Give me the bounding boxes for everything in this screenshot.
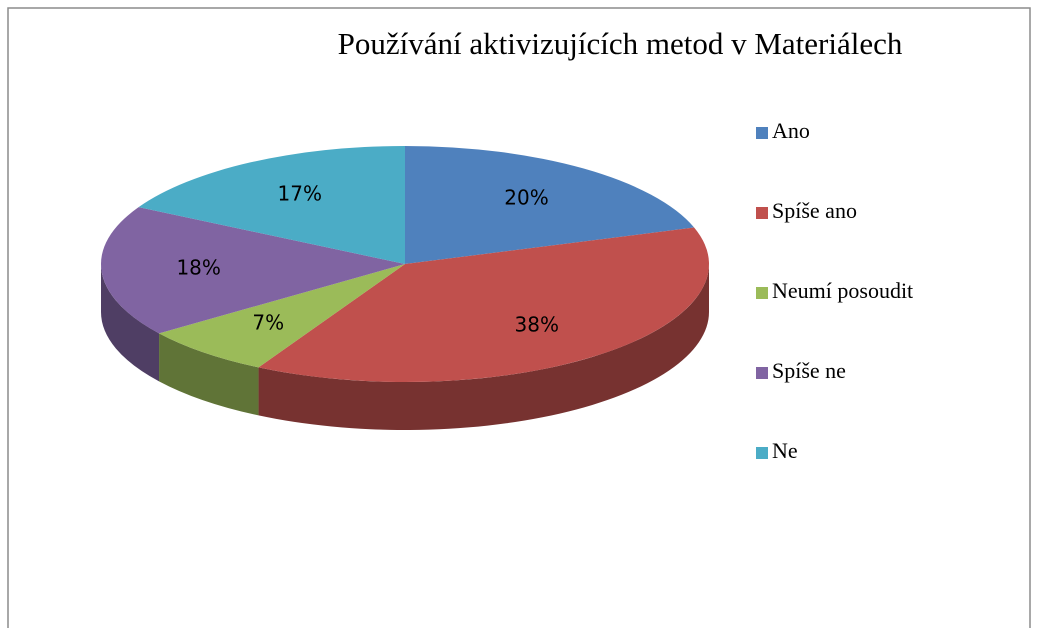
slice-side	[258, 264, 709, 430]
data-label: 18%	[176, 256, 220, 280]
data-label: 7%	[252, 311, 284, 335]
legend-label: Ne	[772, 438, 798, 463]
slice	[138, 146, 405, 264]
legend-swatch	[756, 287, 768, 299]
data-label: 17%	[278, 181, 322, 205]
slice-side	[159, 333, 259, 416]
data-label: 38%	[515, 312, 559, 336]
legend-swatch	[756, 367, 768, 379]
chart-title: Používání aktivizujících metod v Materiá…	[338, 26, 903, 61]
slice	[258, 227, 709, 382]
legend-label: Spíše ano	[772, 198, 857, 223]
data-label: 20%	[504, 186, 548, 210]
slice	[100, 207, 405, 334]
legend-swatch	[756, 447, 768, 459]
slice-side	[101, 264, 160, 382]
legend-label: Spíše ne	[772, 358, 846, 383]
legend-swatch	[756, 127, 768, 139]
legend-label: Ano	[772, 118, 810, 143]
legend-label: Neumí posoudit	[772, 278, 913, 303]
slice	[159, 264, 405, 368]
slice	[405, 146, 695, 264]
legend-swatch	[756, 207, 768, 219]
